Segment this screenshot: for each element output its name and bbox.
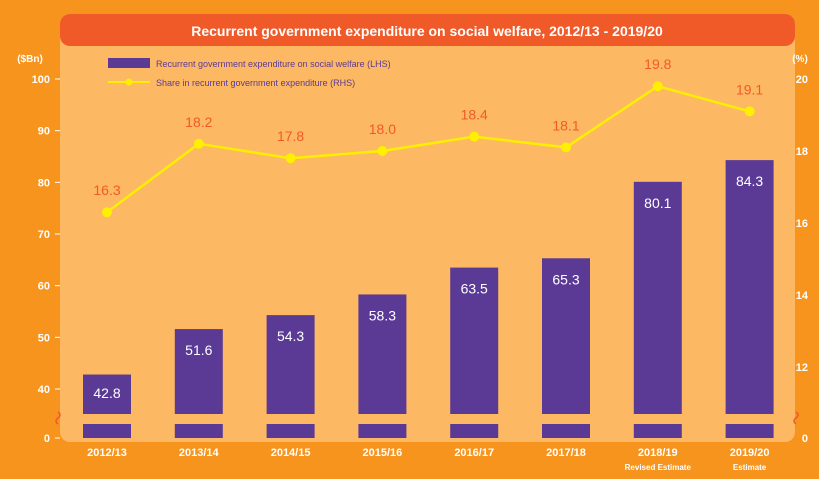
legend-line-marker xyxy=(125,78,133,86)
x-tick-label: 2018/19 xyxy=(638,447,678,459)
share-point xyxy=(102,207,112,218)
legend-line-label: Share in recurrent government expenditur… xyxy=(156,78,355,88)
right-tick-label: 0 xyxy=(802,433,808,445)
bar-value-label: 58.3 xyxy=(369,307,396,323)
right-tick-label: 14 xyxy=(796,290,809,302)
x-tick-label: 2013/14 xyxy=(179,447,220,459)
share-point xyxy=(469,131,480,142)
x-tick-label: 2015/16 xyxy=(363,447,403,459)
x-tick-sublabel: Estimate xyxy=(733,463,767,472)
x-axis-labels: 2012/13 2013/14 2014/15 2015/16 2016/17 2017/… xyxy=(87,447,769,472)
share-point xyxy=(744,106,755,117)
left-tick-label: 60 xyxy=(38,281,50,293)
bar-value-label: 84.3 xyxy=(736,173,763,189)
axis-break-band xyxy=(55,411,799,425)
left-tick-label: 50 xyxy=(38,332,50,344)
bar-value-label: 80.1 xyxy=(644,195,671,211)
x-tick-sublabel: Revised Estimate xyxy=(625,463,692,472)
left-axis-unit: ($Bn) xyxy=(17,54,43,65)
bar-value-label: 63.5 xyxy=(461,281,488,297)
x-tick-label: 2016/17 xyxy=(454,447,494,459)
share-point xyxy=(285,153,296,164)
plot-background xyxy=(60,14,795,442)
right-tick-label: 16 xyxy=(796,218,808,230)
share-point xyxy=(193,138,204,149)
share-value-label: 16.3 xyxy=(93,182,120,198)
right-tick-label: 12 xyxy=(796,362,808,374)
share-value-label: 18.1 xyxy=(552,117,579,133)
right-tick-label: 20 xyxy=(796,74,808,86)
x-tick-label: 2019/20 xyxy=(730,447,770,459)
legend-bar-label: Recurrent government expenditure on soci… xyxy=(156,59,391,69)
axis-break-squiggle-right xyxy=(793,411,799,425)
x-tick-label: 2017/18 xyxy=(546,447,586,459)
share-point xyxy=(652,81,663,92)
legend-bar-swatch xyxy=(108,58,150,68)
bar-value-labels: 42.8 51.6 54.3 58.3 63.5 65.3 80.1 84.3 xyxy=(93,173,763,401)
share-point xyxy=(377,146,388,156)
bar-value-label: 65.3 xyxy=(552,271,579,287)
axis-break-band-rect xyxy=(62,414,793,424)
share-value-label: 17.8 xyxy=(277,128,304,144)
left-tick-label: 100 xyxy=(32,74,50,86)
bar xyxy=(542,258,590,438)
bar-value-label: 42.8 xyxy=(93,385,120,401)
bar-value-label: 51.6 xyxy=(185,342,212,358)
bar xyxy=(450,267,499,438)
share-value-label: 18.0 xyxy=(369,121,396,137)
share-line-path xyxy=(106,84,750,214)
right-axis-unit: (%) xyxy=(792,54,808,65)
bar-value-label: 54.3 xyxy=(277,328,304,344)
right-tick-label: 18 xyxy=(796,146,808,158)
left-axis-ticks: 0 40 50 60 70 80 90 100 xyxy=(32,74,60,445)
share-value-label: 18.2 xyxy=(185,114,212,130)
share-line: 16.3 18.2 17.8 18.0 18.4 18.1 19.8 19.1 xyxy=(93,56,763,218)
bar xyxy=(83,374,131,438)
title-bar xyxy=(60,14,795,46)
left-tick-label: 40 xyxy=(38,384,50,396)
legend: Recurrent government expenditure on soci… xyxy=(108,58,391,88)
x-tick-label: 2012/13 xyxy=(87,447,127,459)
share-point xyxy=(561,142,571,153)
share-value-label: 18.4 xyxy=(461,107,488,123)
left-tick-label: 70 xyxy=(38,229,50,241)
right-axis-ticks: 0 12 14 16 18 20 xyxy=(796,74,809,445)
chart-title: Recurrent government expenditure on soci… xyxy=(191,23,663,39)
bar xyxy=(725,160,774,438)
left-tick-label: 90 xyxy=(38,126,50,138)
share-value-label: 19.8 xyxy=(644,56,671,72)
share-value-label: 19.1 xyxy=(736,81,763,97)
left-tick-label: 0 xyxy=(44,433,50,445)
bar xyxy=(633,181,682,439)
left-tick-label: 80 xyxy=(38,177,50,189)
x-tick-label: 2014/15 xyxy=(271,447,311,459)
axis-break-squiggle-left xyxy=(55,411,61,425)
